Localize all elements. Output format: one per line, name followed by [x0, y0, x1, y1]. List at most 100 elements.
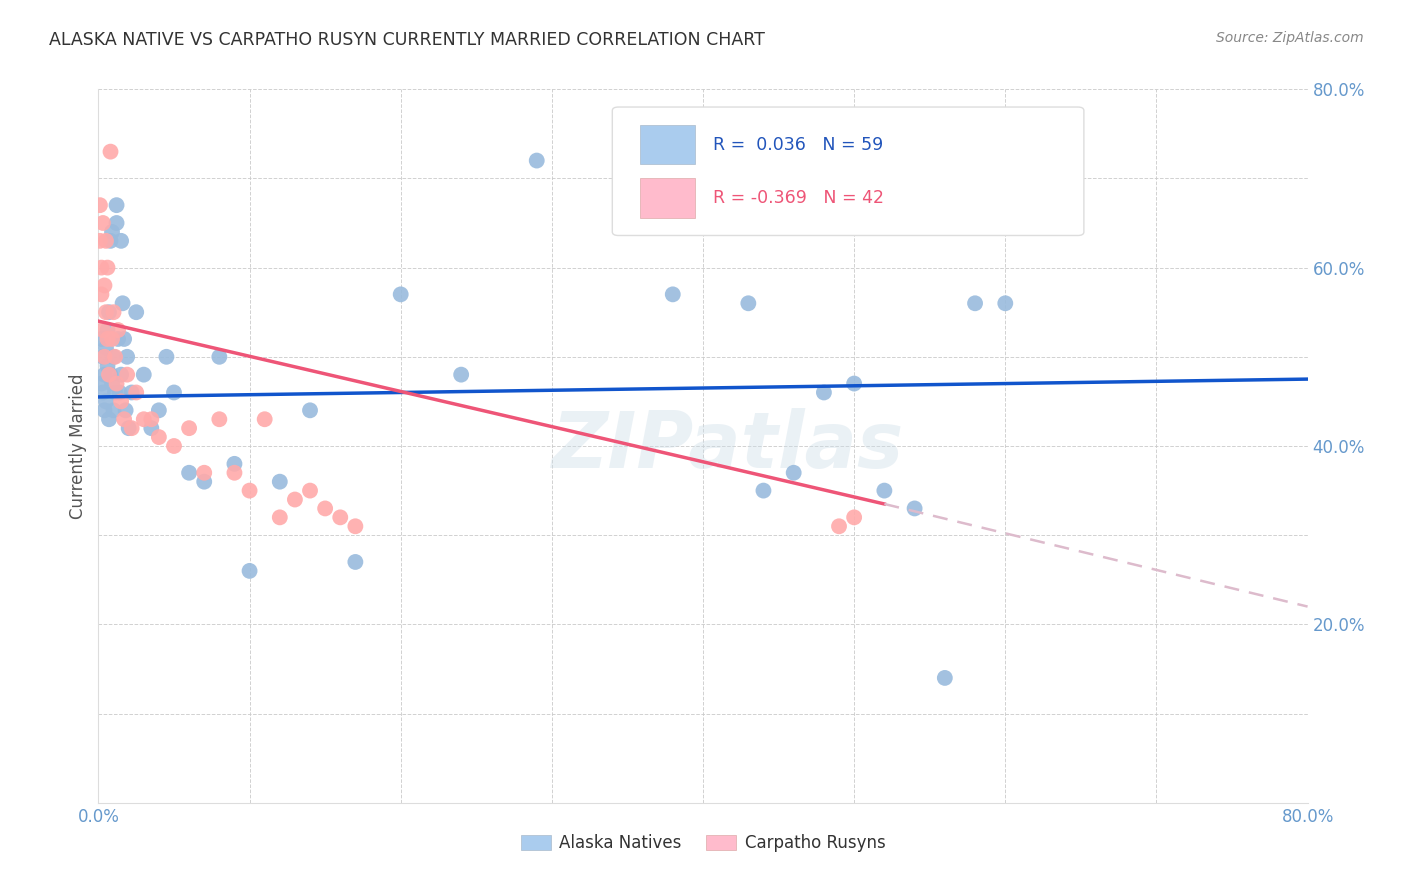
Point	[98, 305, 121, 319]
Point	[329, 510, 352, 524]
Point	[110, 394, 132, 409]
Point	[98, 412, 121, 426]
Point	[121, 421, 143, 435]
Point	[125, 305, 148, 319]
Point	[94, 341, 117, 355]
Point	[104, 385, 127, 400]
Point	[91, 323, 114, 337]
Point	[208, 412, 231, 426]
Point	[994, 296, 1017, 310]
Point	[224, 457, 246, 471]
Point	[125, 385, 148, 400]
Point	[90, 287, 112, 301]
Point	[96, 260, 118, 275]
Point	[389, 287, 412, 301]
Point	[224, 466, 246, 480]
Point	[93, 350, 115, 364]
Point	[91, 385, 114, 400]
Point	[904, 501, 927, 516]
Point	[121, 385, 143, 400]
Point	[141, 421, 163, 435]
Point	[90, 260, 112, 275]
Point	[112, 332, 135, 346]
Point	[141, 412, 163, 426]
Point	[94, 234, 117, 248]
Point	[94, 394, 117, 409]
Point	[100, 368, 122, 382]
Point	[132, 368, 155, 382]
Point	[844, 510, 866, 524]
Point	[103, 403, 125, 417]
Point	[115, 350, 138, 364]
Point	[91, 216, 114, 230]
Legend: Alaska Natives, Carpatho Rusyns: Alaska Natives, Carpatho Rusyns	[515, 828, 891, 859]
Point	[344, 555, 367, 569]
Point	[155, 350, 177, 364]
Point	[965, 296, 987, 310]
Point	[193, 475, 215, 489]
Point	[299, 483, 322, 498]
Point	[148, 430, 170, 444]
Point	[100, 145, 122, 159]
Point	[828, 519, 851, 533]
Point	[103, 305, 125, 319]
Point	[100, 234, 122, 248]
Point	[90, 332, 112, 346]
Point	[96, 332, 118, 346]
Point	[934, 671, 956, 685]
Point	[98, 368, 121, 382]
Point	[163, 385, 186, 400]
Point	[93, 368, 115, 382]
Point	[253, 412, 276, 426]
Point	[239, 564, 262, 578]
Point	[314, 501, 336, 516]
Point	[101, 332, 124, 346]
Point	[344, 519, 367, 533]
Point	[299, 403, 322, 417]
Point	[661, 287, 683, 301]
Point	[93, 278, 115, 293]
Point	[96, 359, 118, 373]
Point	[284, 492, 307, 507]
Point	[239, 483, 262, 498]
Point	[93, 403, 115, 417]
Point	[208, 350, 231, 364]
Point	[179, 466, 201, 480]
Point	[103, 350, 125, 364]
Point	[118, 421, 141, 435]
Point	[526, 153, 548, 168]
Point	[110, 234, 132, 248]
Point	[783, 466, 806, 480]
Point	[269, 510, 291, 524]
Point	[115, 368, 138, 382]
Point	[132, 412, 155, 426]
Bar	[640, 125, 695, 164]
Point	[108, 385, 131, 400]
Text: R =  0.036   N = 59: R = 0.036 N = 59	[713, 136, 883, 153]
Point	[163, 439, 186, 453]
Point	[813, 385, 835, 400]
Text: ZIPatlas: ZIPatlas	[551, 408, 903, 484]
Bar	[640, 178, 695, 218]
Point	[105, 376, 128, 391]
Y-axis label: Currently Married: Currently Married	[69, 373, 87, 519]
Point	[90, 376, 112, 391]
Point	[89, 198, 111, 212]
Point	[450, 368, 472, 382]
Point	[752, 483, 775, 498]
Point	[111, 296, 134, 310]
Point	[104, 350, 127, 364]
Text: Source: ZipAtlas.com: Source: ZipAtlas.com	[1216, 31, 1364, 45]
Point	[105, 216, 128, 230]
Point	[94, 305, 117, 319]
Point	[91, 350, 114, 364]
Point	[193, 466, 215, 480]
Point	[873, 483, 896, 498]
Point	[107, 323, 129, 337]
FancyBboxPatch shape	[613, 107, 1084, 235]
Point	[114, 403, 136, 417]
Point	[105, 198, 128, 212]
Point	[101, 376, 124, 391]
Point	[96, 323, 118, 337]
Point	[101, 225, 124, 239]
